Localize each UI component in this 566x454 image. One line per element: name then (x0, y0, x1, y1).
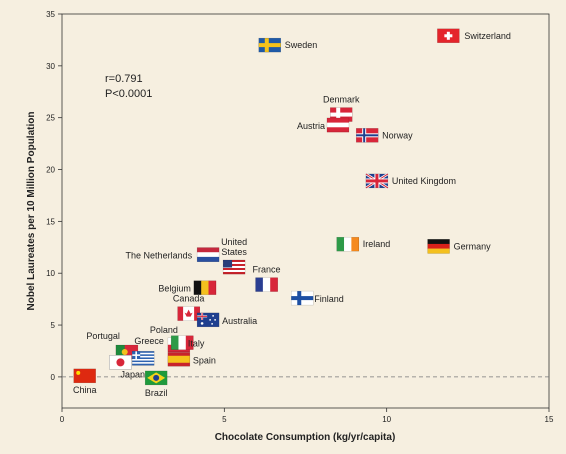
flag-australia (196, 312, 220, 328)
p-value-label: P<0.0001 (105, 88, 152, 100)
y-tick-label: 20 (46, 166, 55, 175)
country-label: Portugal (86, 331, 120, 341)
flag-austria (326, 117, 350, 133)
y-tick-label: 10 (46, 269, 55, 278)
country-label: Belgium (158, 284, 191, 294)
flag-italy (170, 335, 194, 350)
flag-switzerland (437, 28, 460, 43)
country-label: Norway (382, 130, 413, 140)
flag-belgium (193, 280, 217, 295)
flag-china (73, 368, 96, 384)
flag-brazil (144, 370, 168, 386)
country-label: Greece (134, 336, 164, 346)
flag-germany (427, 239, 450, 254)
country-label: Japan (120, 369, 145, 379)
country-label: Brazil (145, 388, 168, 398)
axis-ticks: 0 5 10 15 0 5 10 15 20 25 30 35 (46, 10, 554, 424)
country-label: Sweden (285, 40, 318, 50)
country-label: Ireland (363, 239, 391, 249)
country-label: Switzerland (464, 31, 511, 41)
country-label: Denmark (323, 95, 360, 105)
flag-netherlands (196, 247, 220, 262)
country-label: United States (221, 237, 247, 257)
flag-ireland (336, 236, 360, 252)
y-tick-label: 25 (46, 114, 55, 123)
flag-norway (355, 128, 379, 143)
correlation-label: r=0.791 (105, 73, 143, 85)
plot-area (61, 13, 550, 409)
x-axis-label: Chocolate Consumption (kg/yr/capita) (215, 432, 396, 443)
y-tick-label: 30 (46, 62, 55, 71)
country-label: Canada (173, 294, 205, 304)
country-label: United Kingdom (392, 176, 456, 186)
flag-uk (365, 172, 389, 190)
flag-greece (131, 351, 155, 366)
flag-canada (177, 306, 200, 321)
x-tick-label: 10 (382, 415, 391, 424)
flag-finland (291, 290, 314, 306)
country-label: France (253, 265, 281, 275)
flag-france (255, 277, 278, 292)
data-points: Switzerland Sweden Denmark Austria Norway Uni… (73, 28, 511, 398)
flag-spain (167, 352, 191, 367)
country-label: Australia (222, 316, 257, 326)
country-label: Poland (150, 325, 178, 335)
country-label: Finland (314, 294, 344, 304)
y-tick-label: 0 (51, 373, 56, 382)
y-axis-label: Nobel Laureates per 10 Million Populatio… (26, 112, 37, 311)
flag-usa (222, 259, 246, 275)
country-label: The Netherlands (126, 251, 193, 261)
country-label: Germany (454, 241, 492, 251)
country-label: China (73, 385, 97, 395)
x-tick-label: 5 (222, 415, 227, 424)
y-tick-label: 35 (46, 10, 55, 19)
flag-japan (109, 355, 132, 370)
y-tick-label: 15 (46, 217, 55, 226)
country-label: Austria (297, 121, 325, 131)
flag-sweden (258, 37, 281, 53)
country-label: Italy (188, 339, 205, 349)
x-tick-label: 0 (60, 415, 65, 424)
y-tick-label: 5 (51, 321, 56, 330)
x-tick-label: 15 (545, 415, 554, 424)
country-label: Spain (193, 355, 216, 365)
